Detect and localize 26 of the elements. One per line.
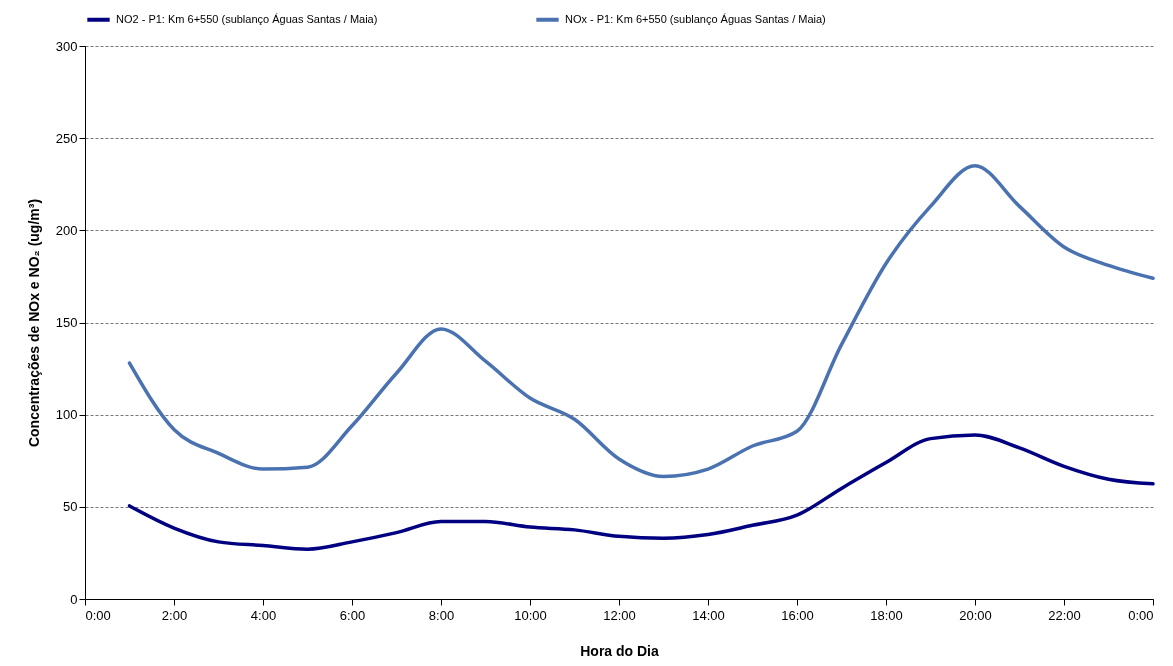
y-tick-label: 250 <box>55 130 78 146</box>
x-tick-label: 12:00 <box>603 607 636 623</box>
y-tick-label: 150 <box>55 315 78 330</box>
x-tick-label: 14:00 <box>692 607 725 623</box>
x-tick-label: 16:00 <box>781 607 814 623</box>
legend-label: NOx - P1: Km 6+550 (sublanço Águas Santas / Maia) <box>565 12 826 25</box>
y-tick-label: 50 <box>63 499 78 515</box>
line-series <box>127 164 1155 479</box>
x-tick-label: 4:00 <box>250 607 277 623</box>
y-axis-title: Concentrações de NOx e NO₂ (ug/m³) <box>25 198 42 448</box>
y-tick-label: 300 <box>55 38 78 54</box>
x-tick-label: 18:00 <box>870 607 903 623</box>
y-tick-label: 100 <box>55 407 78 423</box>
y-tick-label: 0 <box>70 591 78 607</box>
x-tick-label: 8:00 <box>428 607 455 623</box>
x-tick-label: 6:00 <box>339 607 366 623</box>
x-tick-label: 10:00 <box>514 607 547 623</box>
line-series <box>127 433 1155 551</box>
x-tick-label: 20:00 <box>959 607 992 623</box>
y-tick-label: 200 <box>55 222 78 238</box>
x-tick-label: 0:00 <box>1128 607 1154 623</box>
legend-label: NO2 - P1: Km 6+550 (sublanço Águas Santas / Maia) <box>116 12 378 25</box>
x-tick-label: 2:00 <box>161 607 188 623</box>
x-tick-label: 0:00 <box>85 607 111 623</box>
x-axis-title: Hora do Dia <box>580 642 659 659</box>
x-tick-label: 22:00 <box>1048 607 1081 623</box>
